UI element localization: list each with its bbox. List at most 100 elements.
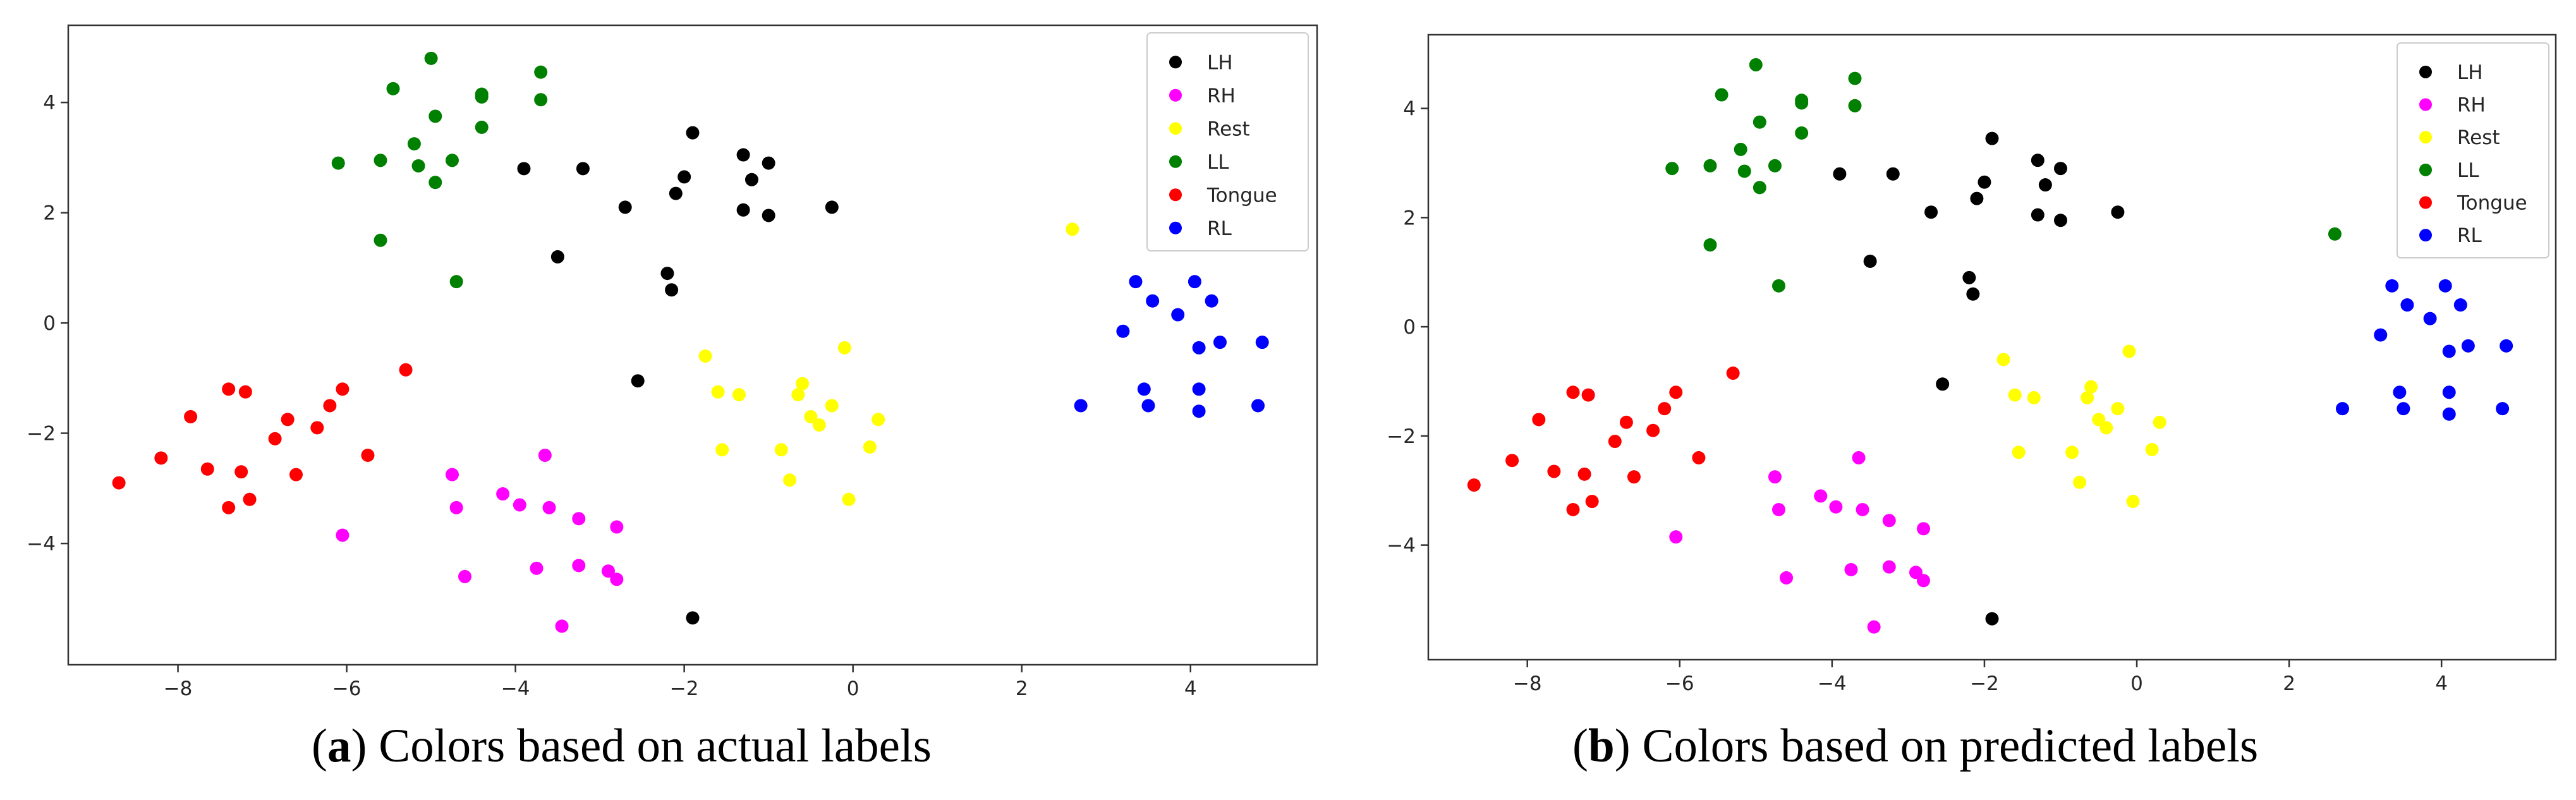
data-point (2027, 391, 2041, 404)
data-point (1863, 254, 1877, 268)
x-tick-label: −6 (1665, 672, 1694, 695)
data-point (496, 487, 510, 501)
data-point (2385, 279, 2399, 293)
data-point (610, 573, 624, 586)
data-point (686, 611, 700, 625)
data-point (534, 65, 548, 79)
legend-label-rest: Rest (1207, 118, 1250, 140)
data-point (1608, 434, 1622, 448)
x-tick-label: 0 (847, 677, 860, 700)
data-point (1137, 382, 1151, 396)
series-rest (698, 222, 1079, 506)
legend-marker-ll (2419, 163, 2432, 176)
data-point (530, 561, 544, 575)
data-point (576, 162, 590, 176)
series-rh (336, 448, 624, 633)
legend-marker-rest (1169, 122, 1182, 135)
data-point (336, 528, 349, 542)
series-tongue (1467, 367, 1740, 516)
caption-a-letter: a (327, 720, 351, 772)
data-point (762, 209, 775, 222)
data-point (812, 418, 826, 432)
legend: LH RH Rest LL Tongue RL (2397, 42, 2549, 258)
data-point (1829, 500, 1843, 514)
data-point (542, 500, 556, 514)
legend-marker-tongue (2419, 196, 2432, 209)
y-tick-label: 2 (1403, 207, 1416, 229)
data-point (1074, 399, 1088, 413)
caption-b-letter: b (1588, 720, 1615, 772)
data-point (2438, 279, 2452, 293)
data-point (2038, 178, 2052, 192)
data-point (744, 173, 758, 186)
data-point (1833, 167, 1847, 181)
data-point (411, 159, 425, 173)
data-point (550, 250, 564, 264)
series-tongue (112, 363, 413, 514)
data-point (669, 186, 683, 200)
data-point (424, 51, 438, 65)
data-point (428, 109, 442, 123)
data-point (386, 82, 400, 95)
data-point (1882, 514, 1896, 528)
x-tick-label: −8 (164, 677, 193, 700)
data-point (1192, 404, 1206, 418)
data-point (374, 154, 387, 167)
plot-frame (1427, 33, 2557, 661)
data-point (1146, 294, 1160, 308)
data-point (1768, 470, 1782, 484)
data-point (1188, 275, 1201, 289)
data-point (1619, 415, 1633, 429)
data-point (513, 498, 526, 512)
data-point (1966, 287, 1980, 301)
data-point (1566, 502, 1580, 516)
data-point (796, 377, 810, 391)
data-point (2335, 402, 2349, 416)
data-point (872, 413, 885, 427)
data-point (711, 385, 725, 399)
legend-marker-lh (2419, 65, 2432, 78)
data-point (1771, 279, 1785, 293)
legend-marker-rh (2419, 98, 2432, 111)
data-point (1192, 341, 1206, 355)
data-point (1970, 191, 1984, 205)
x-tick-label: −2 (670, 677, 699, 700)
data-point (2099, 421, 2113, 435)
data-point (2111, 205, 2125, 219)
legend-marker-ll (1169, 155, 1182, 168)
data-point (154, 451, 168, 465)
y-tick-label: −2 (27, 423, 56, 445)
data-point (331, 156, 345, 170)
data-point (736, 203, 750, 217)
data-point (1771, 502, 1785, 516)
data-point (336, 382, 349, 396)
data-point (222, 500, 236, 514)
legend-marker-tongue (1169, 188, 1182, 202)
data-point (1669, 530, 1683, 544)
data-point (1192, 382, 1206, 396)
y-tick-label: −2 (1387, 425, 1416, 448)
series-rh (1669, 451, 1931, 634)
data-point (1780, 571, 1794, 585)
data-point (1924, 205, 1938, 219)
data-point (572, 512, 586, 526)
legend-label-rh: RH (2457, 94, 2486, 117)
data-point (2053, 214, 2067, 227)
legend-label-lh: LH (2457, 61, 2483, 84)
data-point (517, 162, 531, 176)
data-point (1985, 612, 1999, 626)
legend: LH RH Rest LL Tongue RL (1146, 32, 1309, 252)
x-tick-label: −4 (501, 677, 530, 700)
data-point (238, 385, 252, 399)
data-point (610, 520, 624, 534)
data-point (323, 399, 337, 413)
data-point (222, 382, 236, 396)
data-point (1985, 131, 1999, 145)
data-point (1848, 99, 1862, 112)
data-point (2008, 388, 2022, 402)
data-point (2065, 445, 2079, 459)
legend-box (2397, 42, 2549, 258)
data-point (1962, 270, 1976, 284)
data-point (825, 200, 839, 214)
